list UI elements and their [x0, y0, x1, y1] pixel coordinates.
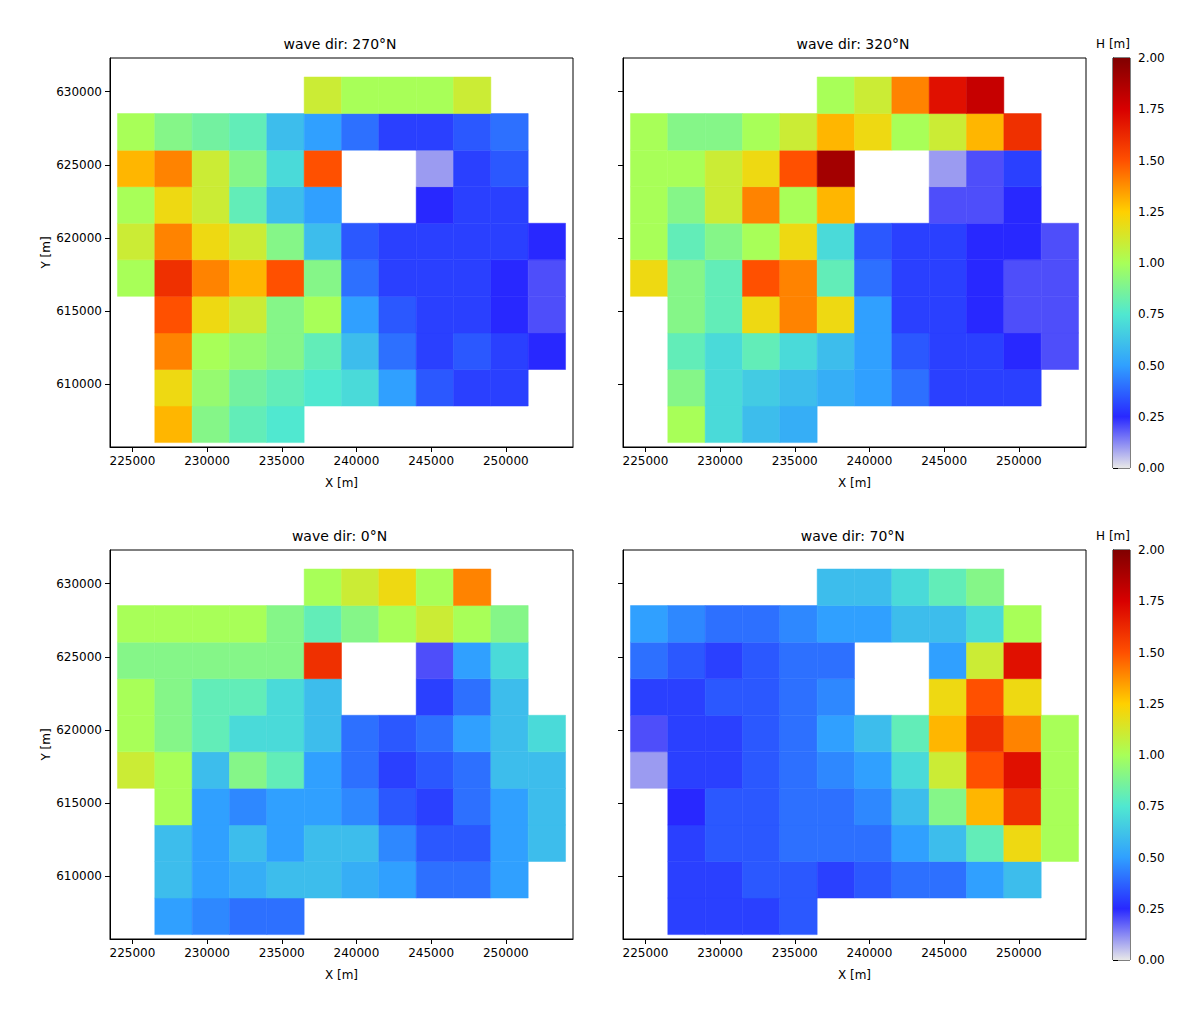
svg-text:235000: 235000: [772, 946, 818, 960]
svg-text:0.25: 0.25: [1138, 410, 1165, 424]
svg-text:230000: 230000: [184, 454, 230, 468]
svg-text:625000: 625000: [56, 650, 102, 664]
svg-text:240000: 240000: [847, 946, 893, 960]
svg-text:610000: 610000: [56, 869, 102, 883]
svg-text:250000: 250000: [996, 454, 1042, 468]
svg-text:225000: 225000: [109, 946, 155, 960]
svg-text:1.75: 1.75: [1138, 594, 1165, 608]
svg-text:1.00: 1.00: [1138, 748, 1165, 762]
svg-text:H [m]: H [m]: [1096, 529, 1130, 543]
svg-text:225000: 225000: [622, 454, 668, 468]
svg-text:0.00: 0.00: [1138, 461, 1165, 475]
svg-text:2.00: 2.00: [1138, 543, 1165, 557]
svg-text:1.25: 1.25: [1138, 697, 1165, 711]
svg-text:Y [m]: Y [m]: [39, 236, 53, 269]
svg-text:1.50: 1.50: [1138, 646, 1165, 660]
svg-text:235000: 235000: [259, 946, 305, 960]
svg-text:245000: 245000: [921, 454, 967, 468]
svg-text:235000: 235000: [259, 454, 305, 468]
svg-text:250000: 250000: [483, 454, 529, 468]
svg-text:X [m]: X [m]: [325, 968, 358, 982]
svg-text:1.75: 1.75: [1138, 102, 1165, 116]
svg-text:245000: 245000: [408, 946, 454, 960]
svg-text:625000: 625000: [56, 158, 102, 172]
svg-text:Y [m]: Y [m]: [39, 728, 53, 761]
svg-text:250000: 250000: [996, 946, 1042, 960]
svg-text:230000: 230000: [697, 454, 743, 468]
svg-text:wave dir: 320°N: wave dir: 320°N: [797, 36, 910, 52]
svg-text:240000: 240000: [847, 454, 893, 468]
svg-text:X [m]: X [m]: [838, 968, 871, 982]
svg-text:230000: 230000: [697, 946, 743, 960]
svg-text:610000: 610000: [56, 377, 102, 391]
svg-text:0.50: 0.50: [1138, 359, 1165, 373]
svg-text:620000: 620000: [56, 723, 102, 737]
svg-text:630000: 630000: [56, 577, 102, 591]
svg-text:X [m]: X [m]: [838, 476, 871, 490]
svg-text:1.50: 1.50: [1138, 154, 1165, 168]
svg-text:615000: 615000: [56, 304, 102, 318]
svg-text:1.25: 1.25: [1138, 205, 1165, 219]
svg-text:wave dir: 0°N: wave dir: 0°N: [292, 528, 387, 544]
svg-text:240000: 240000: [334, 454, 380, 468]
svg-text:630000: 630000: [56, 85, 102, 99]
svg-text:wave dir: 270°N: wave dir: 270°N: [284, 36, 397, 52]
svg-text:230000: 230000: [184, 946, 230, 960]
svg-text:1.00: 1.00: [1138, 256, 1165, 270]
svg-text:X [m]: X [m]: [325, 476, 358, 490]
svg-text:250000: 250000: [483, 946, 529, 960]
svg-text:235000: 235000: [772, 454, 818, 468]
svg-text:225000: 225000: [109, 454, 155, 468]
svg-text:0.75: 0.75: [1138, 799, 1165, 813]
svg-text:245000: 245000: [408, 454, 454, 468]
svg-text:225000: 225000: [622, 946, 668, 960]
svg-text:245000: 245000: [921, 946, 967, 960]
svg-text:615000: 615000: [56, 796, 102, 810]
svg-text:0.00: 0.00: [1138, 953, 1165, 967]
svg-text:0.75: 0.75: [1138, 307, 1165, 321]
svg-text:0.25: 0.25: [1138, 902, 1165, 916]
svg-text:2.00: 2.00: [1138, 51, 1165, 65]
svg-text:620000: 620000: [56, 231, 102, 245]
svg-text:wave dir: 70°N: wave dir: 70°N: [801, 528, 905, 544]
svg-text:0.50: 0.50: [1138, 851, 1165, 865]
svg-text:240000: 240000: [334, 946, 380, 960]
svg-text:H [m]: H [m]: [1096, 37, 1130, 51]
